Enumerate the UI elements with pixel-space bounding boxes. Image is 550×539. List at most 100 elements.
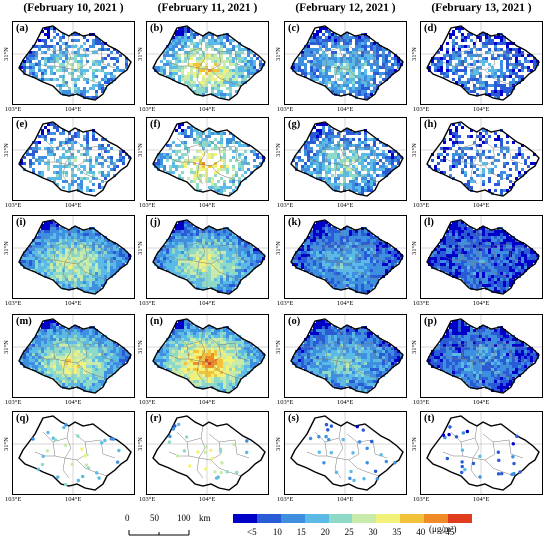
pixel-cell — [307, 141, 310, 144]
pixel-cell — [169, 251, 172, 254]
pixel-cell — [71, 257, 74, 260]
pixel-cell — [181, 257, 184, 260]
pixel-cell — [122, 162, 125, 165]
pixel-cell — [361, 72, 364, 75]
pixel-cell — [196, 233, 199, 236]
pixel-cell — [211, 251, 214, 254]
district-boundary — [210, 165, 242, 183]
pixel-cell — [331, 141, 334, 144]
pixel-cell — [316, 33, 319, 36]
pixel-cell — [322, 123, 325, 126]
pixel-cell — [515, 257, 518, 260]
pixel-cell — [346, 248, 349, 251]
pixel-cell — [26, 66, 29, 69]
pixel-cell — [68, 189, 71, 192]
pixel-cell — [400, 254, 403, 257]
pixel-cell — [470, 72, 473, 75]
district-boundary — [484, 147, 496, 167]
pixel-cell — [217, 93, 220, 96]
pixel-cell — [521, 63, 524, 66]
pixel-cell — [202, 147, 205, 150]
pixel-cell — [220, 69, 223, 72]
pixel-cell — [491, 156, 494, 159]
pixel-cell — [458, 30, 461, 33]
pixel-cell — [334, 266, 337, 269]
pixel-cell — [434, 248, 437, 251]
pixel-cell — [376, 153, 379, 156]
pixel-cell — [394, 156, 397, 159]
pixel-cell — [196, 236, 199, 239]
pixel-cell — [107, 48, 110, 51]
pixel-cell — [187, 263, 190, 266]
pixel-cell — [235, 236, 238, 239]
pixel-cell — [301, 260, 304, 263]
pixel-cell — [464, 159, 467, 162]
pixel-cell — [71, 57, 74, 60]
pixel-cell — [77, 236, 80, 239]
pixel-cell — [190, 168, 193, 171]
pixel-cell — [494, 233, 497, 236]
pixel-cell — [253, 60, 256, 63]
pixel-cell — [223, 263, 226, 266]
pixel-cell — [80, 90, 83, 93]
pixel-cell — [340, 183, 343, 186]
pixel-cell — [313, 269, 316, 272]
pixel-cell — [443, 266, 446, 269]
pixel-cell — [193, 233, 196, 236]
pixel-cell — [56, 183, 59, 186]
pixel-cell — [247, 69, 250, 72]
pixel-cell — [515, 245, 518, 248]
pixel-cell — [385, 153, 388, 156]
pixel-cell — [166, 51, 169, 54]
pixel-cell — [506, 69, 509, 72]
pixel-cell — [452, 239, 455, 242]
pixel-cell — [437, 168, 440, 171]
pixel-cell — [322, 39, 325, 42]
pixel-cell — [301, 69, 304, 72]
pixel-cell — [199, 72, 202, 75]
pixel-cell — [116, 260, 119, 263]
pixel-cell — [220, 78, 223, 81]
pixel-cell — [482, 60, 485, 63]
pixel-cell — [208, 78, 211, 81]
pixel-cell — [181, 156, 184, 159]
pixel-cell — [455, 54, 458, 57]
pixel-cell — [71, 281, 74, 284]
pixel-cell — [388, 269, 391, 272]
pixel-cell — [470, 129, 473, 132]
pixel-cell — [343, 174, 346, 177]
pixel-cell — [503, 248, 506, 251]
pixel-cell — [482, 260, 485, 263]
map-panel: (g) — [284, 117, 407, 201]
pixel-cell — [373, 284, 376, 287]
pixel-cell — [77, 251, 80, 254]
pixel-cell — [62, 51, 65, 54]
pixel-cell — [515, 75, 518, 78]
pixel-cell — [74, 81, 77, 84]
pixel-cell — [340, 48, 343, 51]
map-canvas — [421, 118, 542, 200]
pixel-cell — [229, 242, 232, 245]
pixel-cell — [367, 84, 370, 87]
pixel-cell — [503, 233, 506, 236]
pixel-cell — [346, 57, 349, 60]
pixel-cell — [178, 156, 181, 159]
pixel-cell — [92, 72, 95, 75]
pixel-cell — [107, 275, 110, 278]
pixel-cell — [479, 144, 482, 147]
pixel-cell — [47, 36, 50, 39]
pixel-cell — [205, 275, 208, 278]
pixel-cell — [397, 260, 400, 263]
pixel-cell — [190, 75, 193, 78]
pixel-cell — [101, 269, 104, 272]
pixel-cell — [190, 180, 193, 183]
pixel-cell — [358, 257, 361, 260]
pixel-cell — [473, 260, 476, 263]
pixel-cell — [367, 257, 370, 260]
pixel-cell — [220, 233, 223, 236]
pixel-cell — [53, 66, 56, 69]
pixel-cell — [307, 54, 310, 57]
pixel-cell — [202, 257, 205, 260]
pixel-cell — [319, 75, 322, 78]
pixel-cell — [92, 281, 95, 284]
